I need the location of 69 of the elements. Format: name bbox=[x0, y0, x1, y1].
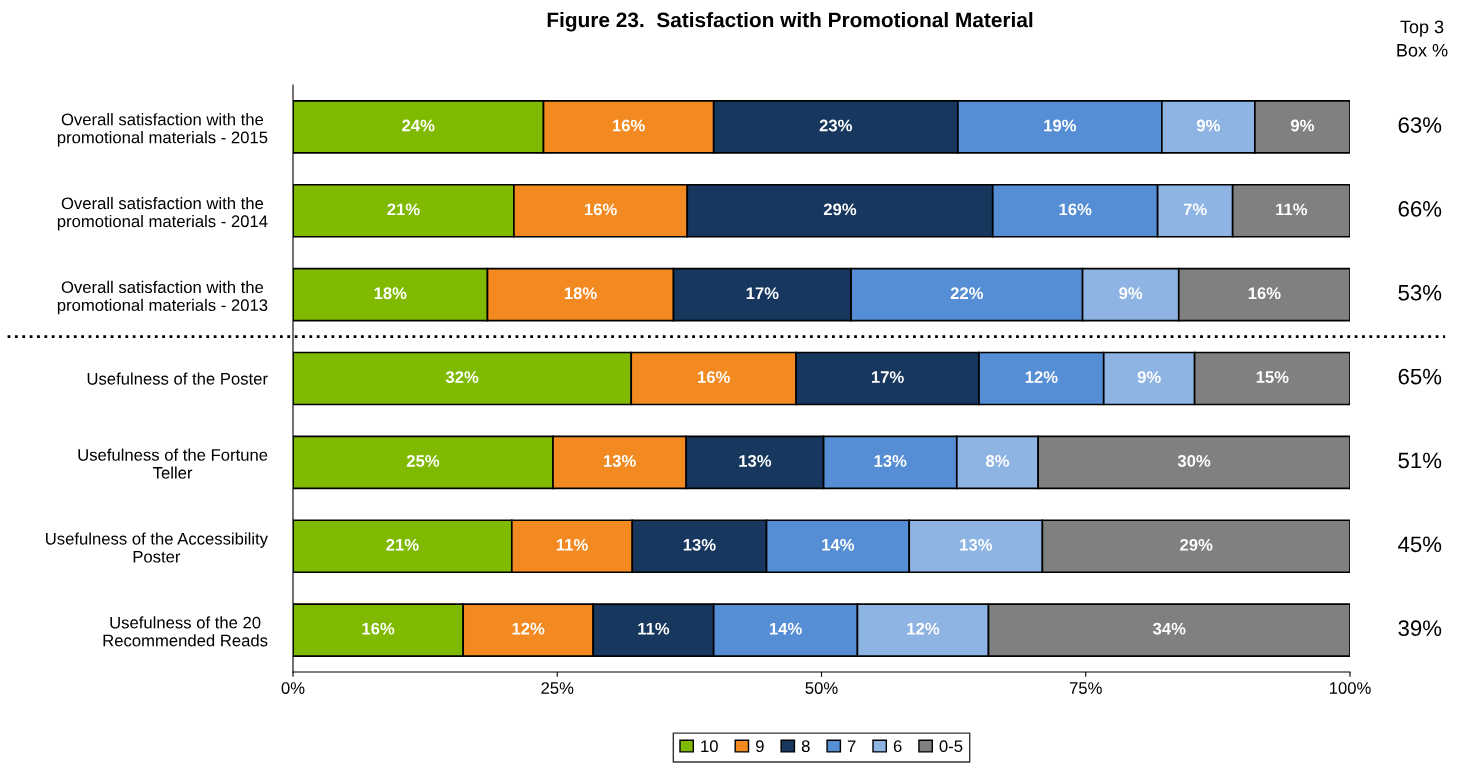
data-label: 24% bbox=[402, 119, 435, 132]
x-tick-label: 0% bbox=[281, 682, 305, 694]
data-label: 16% bbox=[1248, 287, 1281, 300]
legend-label: 6 bbox=[893, 740, 902, 753]
data-label: 13% bbox=[874, 455, 907, 467]
data-label: 16% bbox=[584, 203, 617, 216]
legend-label: 0-5 bbox=[939, 740, 963, 753]
data-label: 21% bbox=[387, 203, 420, 216]
data-label: 9% bbox=[1196, 119, 1220, 132]
data-label: 17% bbox=[871, 371, 904, 383]
y-tick-label: Usefulness of the Poster bbox=[87, 372, 268, 385]
data-label: 9% bbox=[1290, 119, 1315, 132]
data-label: 16% bbox=[698, 371, 730, 383]
data-label: 34% bbox=[1152, 622, 1186, 635]
data-label: 30% bbox=[1177, 455, 1211, 467]
data-label: 14% bbox=[769, 622, 802, 635]
data-label: 8% bbox=[985, 455, 1010, 467]
data-label: 9% bbox=[1119, 287, 1143, 300]
data-label: 25% bbox=[406, 455, 440, 467]
text: 39% bbox=[1398, 620, 1442, 637]
data-label: 23% bbox=[819, 119, 853, 132]
legend-label: 9 bbox=[755, 740, 764, 753]
x-tick-label: 100% bbox=[1329, 682, 1371, 694]
data-label: 11% bbox=[556, 538, 588, 551]
data-label: 7% bbox=[1183, 203, 1207, 216]
data-label: 18% bbox=[374, 287, 407, 300]
data-label: 12% bbox=[1025, 371, 1058, 383]
chart-title: Figure 23. Satisfaction with Promotional Material bbox=[547, 12, 1033, 32]
text: 66% bbox=[1398, 201, 1442, 217]
data-label: 12% bbox=[512, 622, 545, 635]
y-tick-label: Usefulness of the 20 Recommended Reads bbox=[103, 616, 268, 647]
text: 65% bbox=[1398, 368, 1442, 385]
data-label: 13% bbox=[683, 538, 716, 551]
text: 51% bbox=[1398, 452, 1442, 469]
data-label: 29% bbox=[1180, 538, 1213, 551]
text: 63% bbox=[1398, 117, 1442, 133]
data-label: 32% bbox=[445, 371, 479, 383]
data-label: 16% bbox=[362, 622, 395, 635]
data-label: 18% bbox=[564, 287, 597, 300]
data-label: 11% bbox=[638, 622, 670, 635]
data-label: 16% bbox=[1059, 203, 1092, 216]
text: 53% bbox=[1398, 284, 1442, 301]
legend-label: 10 bbox=[701, 740, 718, 753]
data-label: 16% bbox=[612, 119, 645, 132]
y-tick-label: Usefulness of the Fortune Teller bbox=[78, 448, 268, 479]
y-tick-label: Overall satisfaction with the promotional materials - 2015 bbox=[57, 113, 268, 147]
data-label: 13% bbox=[960, 538, 993, 551]
data-label: 13% bbox=[739, 455, 772, 467]
data-label: 11% bbox=[1276, 203, 1308, 216]
x-tick-label: 25% bbox=[541, 682, 574, 694]
y-tick-label: Overall satisfaction with the promotional materials - 2014 bbox=[57, 196, 268, 231]
data-label: 29% bbox=[823, 203, 857, 216]
data-label: 19% bbox=[1044, 119, 1077, 132]
y-tick-label: Usefulness of the Accessibility Poster bbox=[46, 532, 268, 563]
x-tick-label: 75% bbox=[1069, 682, 1102, 694]
legend-label: 7 bbox=[847, 740, 856, 752]
data-label: 17% bbox=[746, 287, 779, 300]
data-label: 14% bbox=[822, 538, 855, 551]
data-label: 22% bbox=[950, 287, 984, 300]
data-label: 13% bbox=[603, 455, 636, 467]
y-tick-label: Overall satisfaction with the promotional materials - 2013 bbox=[57, 280, 268, 315]
data-label: 9% bbox=[1137, 371, 1161, 383]
x-tick-label: 50% bbox=[805, 682, 838, 694]
data-label: 15% bbox=[1256, 371, 1289, 383]
data-label: 21% bbox=[386, 538, 419, 551]
text: 45% bbox=[1398, 536, 1442, 553]
legend-label: 8 bbox=[801, 740, 810, 753]
text: Top 3 Box % bbox=[1397, 20, 1448, 57]
data-label: 12% bbox=[907, 622, 940, 635]
